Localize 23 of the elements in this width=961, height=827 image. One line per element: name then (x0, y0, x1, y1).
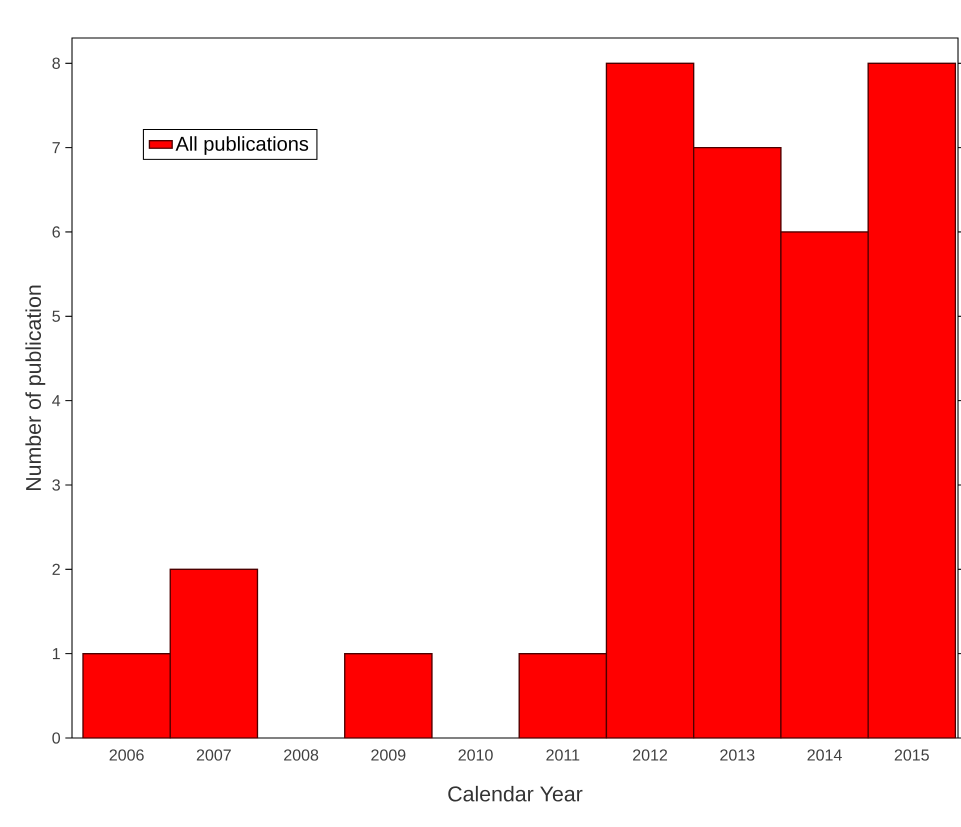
y-tick-label: 4 (52, 395, 60, 406)
y-axis-title: Number of publication (25, 286, 46, 490)
x-tick-label: 2011 (546, 749, 580, 761)
y-tick-label: 1 (52, 648, 60, 660)
y-tick-label: 7 (52, 142, 60, 154)
x-tick-label: 2006 (110, 749, 144, 761)
y-tick-label: 8 (52, 58, 60, 69)
bar (344, 652, 433, 739)
y-tick-label: 2 (52, 564, 60, 575)
legend-label: All publications (176, 136, 308, 155)
y-tick-label: 0 (52, 732, 60, 744)
y-tick-label: 6 (52, 226, 60, 238)
y-tick-label: 3 (52, 479, 60, 491)
x-tick-label: 2012 (633, 749, 668, 761)
x-tick-label: 2007 (196, 749, 231, 761)
x-tick-label: 2010 (458, 749, 493, 761)
x-axis-title: Calendar Year (448, 786, 582, 802)
x-tick-label: 2013 (720, 749, 754, 761)
x-tick-label: 2008 (284, 749, 318, 761)
x-tick-label: 2015 (894, 749, 929, 761)
x-tick-label: 2009 (371, 749, 406, 761)
y-tick-label: 5 (52, 310, 60, 322)
x-tick-label: 2014 (808, 749, 842, 761)
